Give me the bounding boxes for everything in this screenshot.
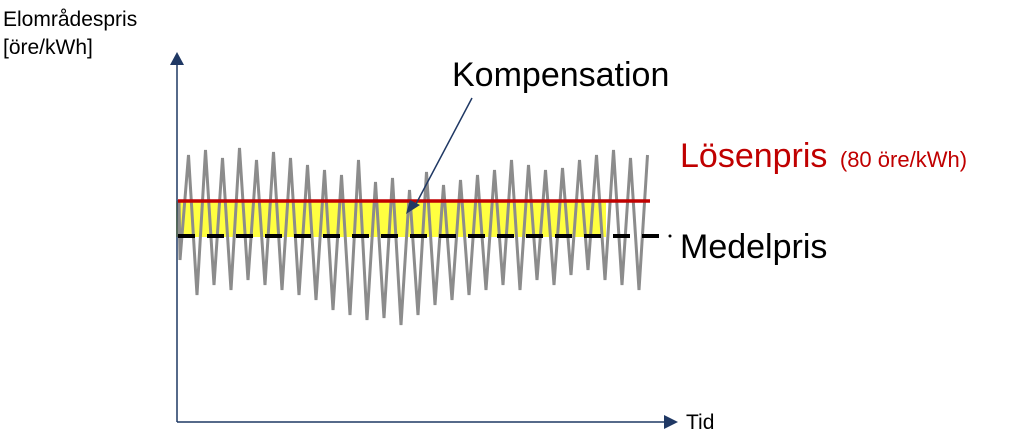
average-price-dot — [668, 234, 672, 238]
compensation-pointer-line — [415, 97, 473, 205]
strike-price-label: Lösenpris (80 öre/kWh) — [680, 137, 967, 175]
x-axis-label: Tid — [686, 411, 714, 432]
x-axis-arrowhead — [664, 415, 678, 429]
price-curve — [177, 147, 649, 326]
y-axis-label-line2: [öre/kWh] — [3, 36, 93, 59]
average-price-label: Medelpris — [680, 228, 827, 266]
y-axis-arrowhead — [170, 52, 184, 65]
strike-price-name: Lösenpris — [680, 137, 827, 175]
compensation-pointer-arrowhead — [406, 200, 420, 214]
y-axis-label-line1: Elområdespris — [3, 8, 137, 31]
compensation-label: Kompensation — [452, 56, 669, 94]
strike-price-note: (80 öre/kWh) — [840, 147, 967, 172]
